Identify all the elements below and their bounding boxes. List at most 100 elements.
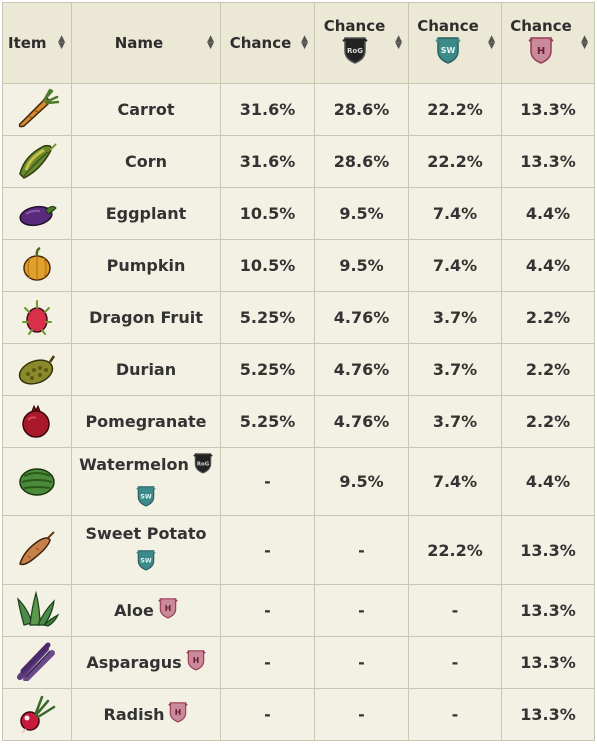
chance-cell: - [220,688,315,741]
chance-ham-cell: 13.3% [501,135,595,188]
chance-ham-cell: 13.3% [501,584,595,637]
chance-rog-cell: 9.5% [314,447,409,516]
item-cell [2,688,72,741]
sort-icon[interactable]: ▲ ▼ [488,34,495,51]
table-row: Aloe H - - -13.3% [2,584,595,637]
column-header-chance-rog-label: Chance [323,17,386,35]
chance-rog-cell: 9.5% [314,187,409,240]
name-cell: Corn [71,135,221,188]
sw-badge-icon: SW [136,548,156,577]
item-name-link[interactable]: Pumpkin [106,255,186,275]
chance-cell: 10.5% [220,239,315,292]
chance-sw-cell: 7.4% [408,187,502,240]
chance-ham-cell: 4.4% [501,187,595,240]
sort-icon[interactable]: ▲ ▼ [207,34,214,51]
item-name-link[interactable]: Pomegranate [85,411,207,431]
column-header-chance-sw-label: Chance [417,17,479,35]
item-cell [2,343,72,396]
sort-icon[interactable]: ▲ ▼ [395,34,402,51]
name-cell: Radish H [71,688,221,741]
svg-text:SW: SW [140,557,151,564]
column-header-item-label: Item [8,34,47,52]
chance-sw-cell: 3.7% [408,343,502,396]
chance-rog-cell: 28.6% [314,135,409,188]
chance-cell: 5.25% [220,395,315,448]
chance-cell: - [220,515,315,585]
pumpkin-icon[interactable] [14,244,60,284]
aloe-icon[interactable] [14,589,60,629]
item-name-link[interactable]: Watermelon [79,455,189,474]
item-name-link[interactable]: Carrot [117,99,175,119]
table-row: Eggplant 10.5% 9.5% 7.4% 4.4% [2,187,595,240]
item-cell [2,83,72,136]
item-name-link[interactable]: Aloe [114,600,154,620]
item-name-link[interactable]: Durian [115,359,177,379]
corn-icon[interactable] [14,140,60,180]
table-header-row: Item ▲ ▼ Name ▲ ▼ Chance ▲ ▼ Chance [2,2,595,84]
hamlet-badge-icon: H [185,648,206,677]
pomegranate-icon[interactable] [14,400,60,440]
chance-ham-cell: 2.2% [501,343,595,396]
name-cell: Aloe H [71,584,221,637]
rog-badge-icon: RoG [193,451,213,480]
name-cell: Asparagus H [71,636,221,689]
column-header-chance-sw[interactable]: Chance SW ▲ ▼ [408,2,502,84]
watermelon-icon[interactable] [14,460,60,500]
chance-ham-cell: 13.3% [501,636,595,689]
svg-text:H: H [537,46,545,57]
chance-cell: - [220,447,315,516]
carrot-icon[interactable] [14,88,60,128]
item-name-link[interactable]: Eggplant [105,203,187,223]
item-name-link[interactable]: Sweet Potato [85,523,207,543]
item-name-link[interactable]: Dragon Fruit [89,307,203,327]
chance-sw-cell: 3.7% [408,395,502,448]
chance-cell: 5.25% [220,291,315,344]
chance-sw-cell: 3.7% [408,291,502,344]
column-header-chance[interactable]: Chance ▲ ▼ [220,2,315,84]
durian-icon[interactable] [14,348,60,388]
hamlet-badge-icon: H [158,596,178,625]
sw-badge-icon: SW [136,484,156,513]
chance-rog-cell: 28.6% [314,83,409,136]
column-header-item[interactable]: Item ▲ ▼ [2,2,72,84]
sweet-potato-icon[interactable] [14,528,60,568]
asparagus-icon[interactable] [14,641,60,681]
sw-badge-icon: SW [435,35,461,69]
item-name-link[interactable]: Radish [103,704,165,724]
chance-cell: - [220,636,315,689]
sort-icon[interactable]: ▲ ▼ [581,34,588,51]
chance-ham-cell: 2.2% [501,395,595,448]
chance-ham-cell: 13.3% [501,83,595,136]
table-row: Corn 31.6% 28.6% 22.2% 13.3% [2,135,595,188]
column-header-name[interactable]: Name ▲ ▼ [71,2,221,84]
column-header-name-label: Name [114,34,164,52]
name-cell: Watermelon RoG SW [71,447,221,516]
column-header-chance-rog[interactable]: Chance RoG ▲ ▼ [314,2,409,84]
chance-cell: 31.6% [220,83,315,136]
name-cell: Durian [71,343,221,396]
item-name-link[interactable]: Asparagus [86,652,182,672]
item-name-link[interactable]: Corn [124,151,167,171]
name-cell: Carrot [71,83,221,136]
dragon-fruit-icon[interactable] [14,296,60,336]
chance-rog-cell: - [314,688,409,741]
table-row: Asparagus H - - -13.3% [2,636,595,689]
sort-icon[interactable]: ▲ ▼ [301,34,308,51]
column-header-chance-ham[interactable]: Chance H ▲ ▼ [501,2,595,84]
table-row: Radish H - - -13.3% [2,688,595,741]
svg-text:SW: SW [441,46,456,55]
chance-rog-cell: 4.76% [314,343,409,396]
radish-icon[interactable] [14,693,60,733]
svg-text:RoG: RoG [347,47,363,55]
eggplant-icon[interactable] [14,192,60,232]
svg-text:RoG: RoG [197,461,210,467]
hamlet-badge-icon: H [168,700,189,729]
item-cell [2,447,72,516]
table-row: Watermelon RoG SW -9.5% 7.4% 4.4% [2,447,595,516]
table-row: Sweet Potato SW - -22.2% 13.3% [2,515,595,585]
svg-text:H: H [165,604,171,613]
sort-icon[interactable]: ▲ ▼ [58,34,65,51]
name-cell: Dragon Fruit [71,291,221,344]
item-cell [2,584,72,637]
